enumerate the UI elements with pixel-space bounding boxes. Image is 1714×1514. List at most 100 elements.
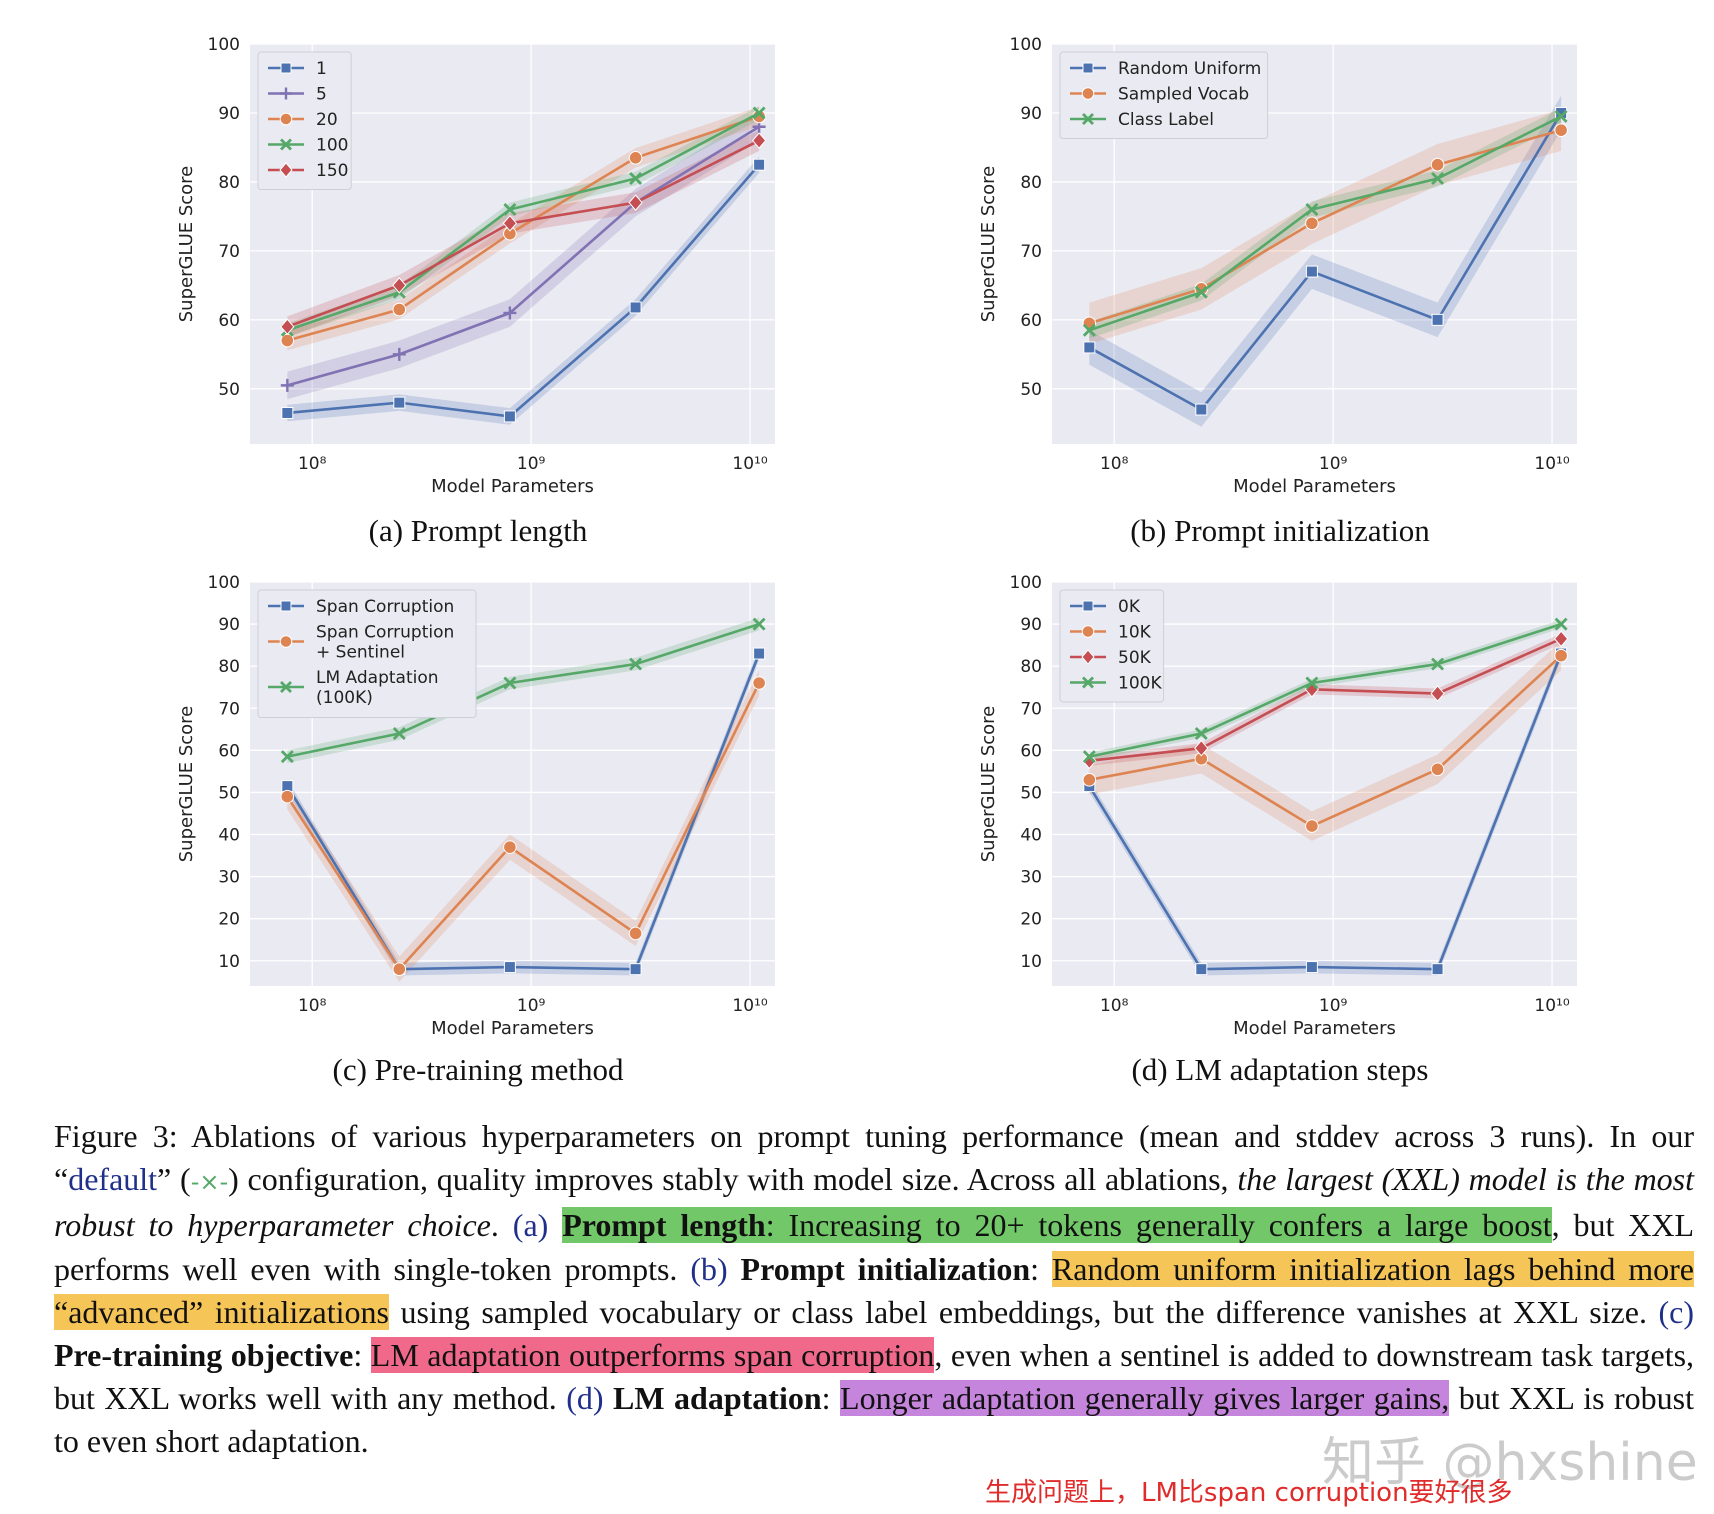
y-tick-label: 70: [218, 242, 240, 262]
data-point: [503, 840, 517, 854]
x-tick-label: 10⁸: [298, 996, 327, 1016]
data-point: [503, 676, 517, 690]
panel-c: 10 20 30 40 50 60 70 80 90 100 10⁸ 10⁹ 10¹⁰ Model Par…: [176, 573, 775, 1039]
y-axis-label: SuperGLUE Score: [978, 706, 999, 863]
y-tick-label: 20: [1020, 910, 1042, 930]
x-tick-label: 10⁹: [1319, 454, 1348, 474]
data-point: [1554, 648, 1568, 663]
legend-label: 20: [316, 110, 338, 130]
caption-highlight-d: Longer adaptation generally gives larger…: [840, 1380, 1450, 1417]
caption-ref-a[interactable]: (a): [512, 1207, 549, 1244]
y-tick-label: 90: [1020, 104, 1042, 124]
y-tick-label: 30: [1020, 868, 1042, 888]
data-point: [629, 301, 642, 314]
data-point: [629, 963, 642, 976]
legend-box: [1059, 51, 1269, 139]
legend-marker: [280, 600, 292, 612]
data-point: [752, 106, 766, 120]
data-point: [1083, 341, 1096, 354]
x-axis-label: Model Parameters: [431, 476, 594, 497]
legend-marker: [280, 87, 292, 100]
data-point: [628, 926, 643, 941]
subplot-caption: (d) LM adaptation steps: [1131, 1052, 1428, 1087]
subplot-caption: (b) Prompt initialization: [1130, 513, 1430, 548]
y-tick-label: 70: [1020, 699, 1042, 719]
y-axis-label: SuperGLUE Score: [176, 706, 197, 863]
x-axis-label: Model Parameters: [1233, 1018, 1396, 1039]
figure-caption: Figure 3: Ablations of various hyperpara…: [54, 1115, 1694, 1464]
x-tick-label: 10⁸: [298, 454, 327, 474]
data-point: [392, 962, 407, 976]
x-tick-label: 10⁸: [1100, 454, 1129, 474]
y-tick-label: 50: [218, 380, 240, 400]
x-axis-label: Model Parameters: [431, 1018, 594, 1039]
subplot-caption: (c) Pre-training method: [333, 1052, 624, 1087]
data-point: [752, 676, 766, 690]
caption-ref-b[interactable]: (b): [690, 1250, 728, 1287]
x-tick-label: 10¹⁰: [1534, 454, 1569, 474]
legend-label: + Sentinel: [316, 643, 405, 663]
caption-ref-c[interactable]: (c): [1658, 1293, 1695, 1330]
legend-marker: [279, 162, 293, 178]
caption-bold-c: Pre-training objective: [54, 1337, 354, 1374]
data-point: [1082, 323, 1096, 337]
y-tick-label: 80: [1020, 657, 1042, 677]
y-tick-label: 80: [218, 173, 240, 193]
y-tick-label: 50: [1020, 783, 1042, 803]
data-point: [1194, 739, 1209, 757]
series-band: [1089, 108, 1562, 339]
series-band: [287, 617, 760, 763]
legend-label: 0K: [1118, 597, 1141, 617]
legend-marker: [1082, 676, 1094, 689]
legend-box: [257, 589, 477, 718]
data-point: [1554, 109, 1568, 123]
data-point: [280, 378, 294, 392]
y-tick-label: 20: [218, 910, 240, 930]
caption-ref-d[interactable]: (d): [566, 1380, 604, 1417]
y-tick-label: 80: [1020, 173, 1042, 193]
legend-marker: [1082, 600, 1094, 612]
default-marker-icon: -×-: [190, 1168, 229, 1197]
legend-label: LM Adaptation: [316, 668, 439, 688]
data-point: [1195, 963, 1208, 976]
data-point: [1430, 762, 1445, 777]
series-band: [1089, 633, 1562, 766]
y-axis-label: SuperGLUE Score: [978, 166, 999, 323]
y-tick-label: 100: [1010, 573, 1042, 593]
data-point: [751, 132, 767, 149]
data-point: [503, 410, 516, 423]
data-point: [752, 617, 766, 631]
series-band: [287, 112, 760, 400]
data-point: [1305, 265, 1318, 278]
legend-label: Span Corruption: [316, 597, 454, 617]
series-band: [1089, 95, 1562, 427]
caption-italic: the largest (XXL) model is the most robu…: [54, 1161, 1695, 1244]
y-tick-label: 60: [1020, 741, 1042, 761]
series-band: [287, 106, 760, 351]
caption-intro: Ablations of various hyperparameters on …: [54, 1118, 1695, 1198]
y-tick-label: 80: [218, 657, 240, 677]
y-tick-label: 10: [218, 952, 240, 972]
y-tick-label: 10: [1020, 952, 1042, 972]
caption-default-link[interactable]: default: [68, 1161, 158, 1198]
data-point: [1431, 171, 1445, 185]
panel-a: 50 60 70 80 90 100 10⁸ 10⁹ 10¹⁰ Model Parameters S…: [176, 35, 775, 497]
panel-d: 10 20 30 40 50 60 70 80 90 100 10⁸ 10⁹ 10¹⁰ Model Par…: [978, 573, 1577, 1039]
x-tick-label: 10¹⁰: [732, 996, 767, 1016]
subplot-caption: (a) Prompt length: [369, 513, 588, 548]
watermark: 知乎 @hxshine: [1322, 1433, 1698, 1493]
data-point: [1554, 617, 1568, 631]
data-point: [1194, 727, 1208, 740]
data-point: [629, 171, 643, 185]
data-point: [1305, 203, 1319, 217]
legend-label: 5: [316, 85, 327, 105]
legend-marker: [279, 635, 293, 648]
data-point: [503, 203, 517, 217]
y-tick-label: 100: [1010, 35, 1042, 55]
y-tick-label: 60: [218, 311, 240, 331]
x-tick-label: 10⁹: [517, 454, 546, 474]
panel-b: 50 60 70 80 90 100 10⁸ 10⁹ 10¹⁰ Model Parameters S…: [978, 35, 1577, 497]
caption-text-b: using sampled vocabulary or class label …: [388, 1293, 1659, 1330]
legend-label: 150: [316, 161, 348, 181]
caption-colon-d: :: [821, 1380, 841, 1417]
